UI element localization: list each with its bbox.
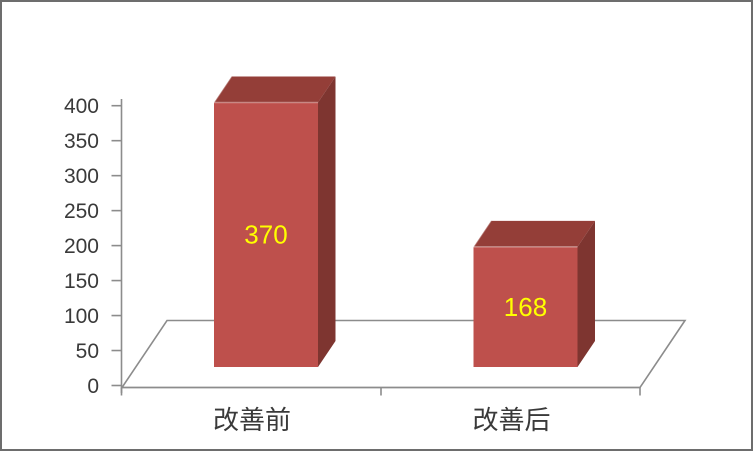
- bar-top-face[interactable]: [473, 220, 596, 247]
- bar-front-face[interactable]: [214, 102, 318, 367]
- y-axis-tick-label: 0: [87, 375, 99, 398]
- y-axis-tick-label: 300: [64, 165, 99, 188]
- y-axis-tick-label: 50: [76, 340, 99, 363]
- bar-left-edge-highlight: [213, 76, 233, 103]
- y-axis-tick-label: 350: [64, 130, 99, 153]
- bar-top-face[interactable]: [214, 76, 336, 103]
- bar-front-face[interactable]: [473, 246, 578, 367]
- bar-left-edge-highlight: [472, 220, 492, 248]
- x-axis-category-label: 改善前: [213, 405, 291, 435]
- y-axis-tick-label: 250: [64, 200, 99, 223]
- y-axis-tick-label: 150: [64, 270, 99, 293]
- x-axis-category-label: 改善后: [472, 405, 550, 435]
- bar-side-face[interactable]: [318, 76, 336, 367]
- bar-value-label: 168: [504, 292, 547, 322]
- y-axis-tick-label: 100: [64, 305, 99, 328]
- bar-side-face[interactable]: [577, 220, 596, 367]
- chart-floor: [120, 319, 687, 389]
- y-axis-tick-label: 400: [64, 95, 99, 118]
- y-axis-tick-label: 200: [64, 235, 99, 258]
- bar-value-label: 370: [244, 220, 287, 250]
